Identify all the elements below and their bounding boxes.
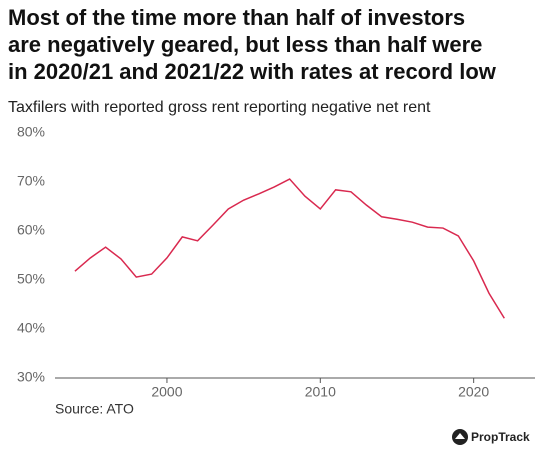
- chart-title: in 2020/21 and 2021/22 with rates at rec…: [8, 59, 497, 84]
- x-tick-label: 2010: [305, 384, 336, 400]
- y-tick-label: 50%: [17, 271, 45, 287]
- y-tick-label: 80%: [17, 124, 45, 140]
- y-tick-label: 30%: [17, 369, 45, 385]
- subtitle: Taxfilers with reported gross rent repor…: [8, 99, 431, 116]
- chart-title: are negatively geared, but less than hal…: [8, 32, 482, 57]
- source: Source: ATO: [55, 401, 134, 417]
- line: [74, 178, 505, 319]
- brand: PropTrack: [471, 430, 530, 444]
- chart-title: Most of the time more than half of inves…: [8, 5, 465, 30]
- x-tick-label: 2020: [458, 384, 489, 400]
- y-tick-label: 60%: [17, 222, 45, 238]
- y-tick-label: 70%: [17, 173, 45, 189]
- y-tick-label: 40%: [17, 320, 45, 336]
- brand-logo: PropTrack: [452, 429, 530, 445]
- x-tick-label: 2000: [151, 384, 182, 400]
